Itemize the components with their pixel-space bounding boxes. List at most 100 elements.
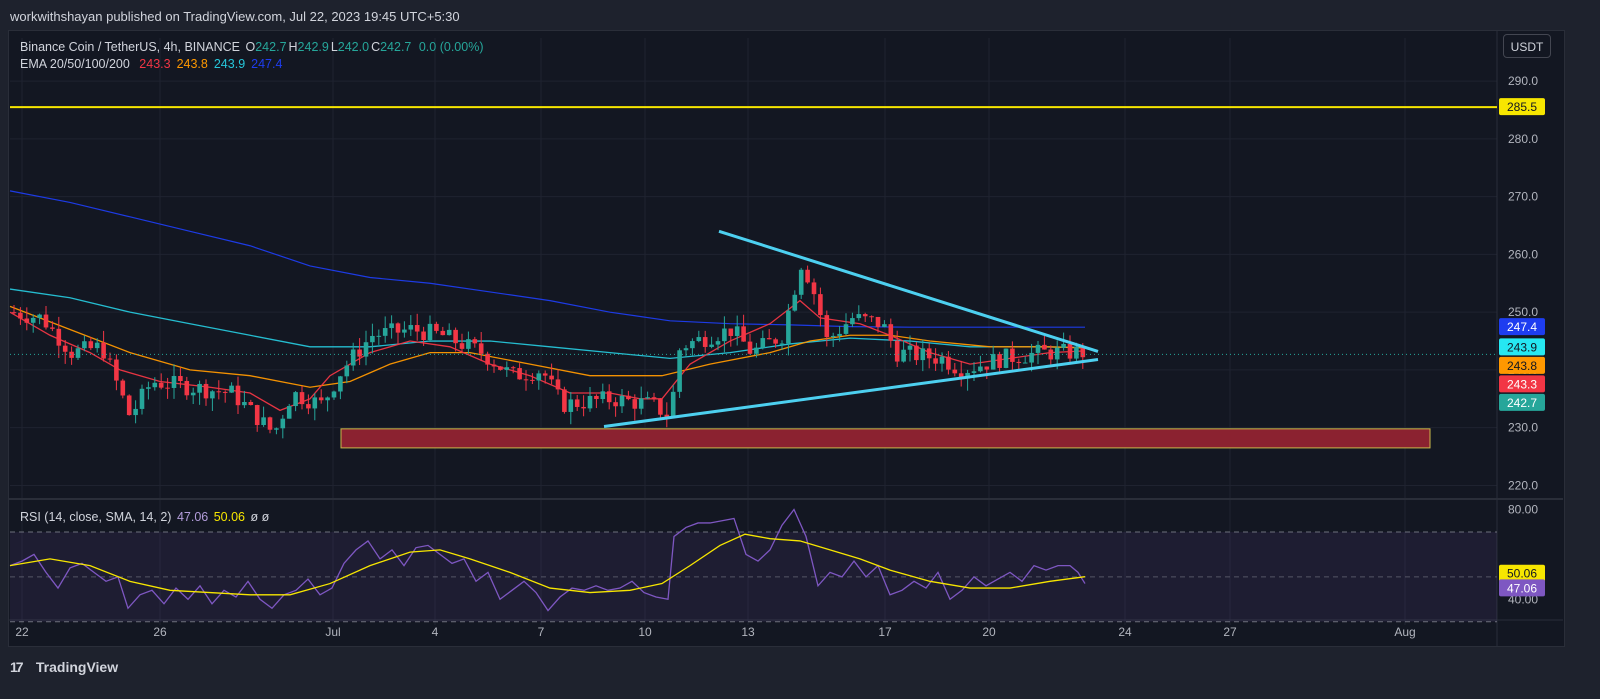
candle-up xyxy=(882,324,887,327)
candle-down xyxy=(178,375,183,382)
candle-up xyxy=(325,397,330,401)
candle-down xyxy=(952,369,958,374)
candle-down xyxy=(235,385,241,406)
price-tick-label: 250.0 xyxy=(1508,305,1538,319)
candle-down xyxy=(459,343,465,349)
candle-up xyxy=(190,392,196,396)
candle-down xyxy=(43,314,49,328)
price-tick-label: 290.0 xyxy=(1508,74,1538,88)
candle-up xyxy=(798,269,804,295)
candle-up xyxy=(709,344,714,347)
time-tick-label: 4 xyxy=(432,625,439,639)
candle-up xyxy=(344,365,350,377)
candle-up xyxy=(1074,347,1079,359)
candle-down xyxy=(766,338,772,340)
ema-value: 243.3 xyxy=(139,57,171,71)
candle-up xyxy=(722,328,727,342)
ema-legend: EMA 20/50/100/200 243.3 243.8 243.9 247.4 xyxy=(20,57,286,71)
candle-up xyxy=(856,314,862,319)
price-tick-label: 280.0 xyxy=(1508,132,1538,146)
main-legend: Binance Coin / TetherUS, 4h, BINANCE O 24… xyxy=(20,40,485,54)
candle-down xyxy=(946,356,951,370)
candle-up xyxy=(75,348,81,358)
candle-down xyxy=(184,381,190,396)
candle-up xyxy=(82,341,87,349)
price-label-text: 247.4 xyxy=(1507,320,1537,334)
published-text: workwithshayan published on TradingView.… xyxy=(10,9,460,24)
price-tick-label: 260.0 xyxy=(1508,247,1538,261)
ohlc-label: O xyxy=(245,40,256,54)
time-tick-label: 13 xyxy=(741,625,755,639)
candle-down xyxy=(69,351,74,358)
candle-up xyxy=(645,397,650,399)
candle-down xyxy=(1080,347,1086,358)
candle-up xyxy=(971,371,977,373)
candle-down xyxy=(984,366,990,370)
candle-down xyxy=(914,345,919,361)
price-label-text: 243.9 xyxy=(1507,340,1537,354)
candle-up xyxy=(338,376,343,392)
candle-up xyxy=(696,337,702,342)
candle-down xyxy=(56,328,62,346)
candle-down xyxy=(453,329,458,344)
candle-down xyxy=(530,379,535,381)
ema100-line xyxy=(9,288,1086,360)
candle-up xyxy=(350,349,356,366)
candle-up xyxy=(683,348,689,351)
candle-down xyxy=(773,339,778,344)
candle-down xyxy=(664,414,670,417)
price-label-badge xyxy=(1499,318,1545,336)
candle-up xyxy=(600,391,606,400)
time-tick-label: 20 xyxy=(982,625,996,639)
candle-down xyxy=(741,326,746,342)
candle-up xyxy=(30,317,36,323)
candle-up xyxy=(37,314,42,318)
tradingview-logo[interactable]: 17 TradingView xyxy=(10,659,118,675)
candle-down xyxy=(594,395,599,400)
candle-up xyxy=(670,391,676,417)
candle-up xyxy=(690,341,695,349)
candle-down xyxy=(165,387,170,389)
candle-down xyxy=(510,367,516,369)
ema-value: 243.9 xyxy=(213,57,246,71)
price-label-text: 243.3 xyxy=(1507,377,1537,391)
candle-up xyxy=(792,294,798,311)
candle-up xyxy=(837,333,842,336)
candle-up xyxy=(1022,362,1028,364)
currency-button[interactable]: USDT xyxy=(1503,34,1551,58)
rsi-value: 47.06 xyxy=(176,510,209,524)
ohlc-value: 242.9 xyxy=(297,40,329,54)
ema200-line xyxy=(9,190,1085,328)
rsi-sma-value: 50.06 xyxy=(213,510,245,524)
tradingview-brand: TradingView xyxy=(35,659,119,675)
ohlc-label: C xyxy=(371,40,381,54)
time-tick-label: 27 xyxy=(1223,625,1237,639)
footer-bar xyxy=(0,652,1600,699)
ohlc-label: H xyxy=(288,40,298,54)
candle-up xyxy=(754,347,759,354)
candle-down xyxy=(24,318,30,323)
ema-title[interactable]: EMA 20/50/100/200 xyxy=(20,57,130,71)
candle-down xyxy=(222,391,228,393)
symbol-title[interactable]: Binance Coin / TetherUS, 4h, BINANCE xyxy=(20,40,241,54)
candle-up xyxy=(376,335,382,337)
price-label-badge xyxy=(1499,393,1545,411)
candle-down xyxy=(203,383,209,399)
candle-up xyxy=(619,395,625,407)
candle-down xyxy=(1067,343,1073,359)
candle-up xyxy=(568,399,574,412)
ohlc-value: 242.7 xyxy=(380,40,412,54)
candle-up xyxy=(990,354,996,370)
candle-up xyxy=(1029,352,1034,363)
candle-down xyxy=(1042,344,1047,350)
candle-down xyxy=(50,327,55,329)
candle-up xyxy=(1035,344,1041,353)
support-zone xyxy=(340,428,1431,449)
candle-up xyxy=(715,341,721,345)
candle-down xyxy=(606,391,612,403)
candle-up xyxy=(1054,347,1060,360)
rsi-title[interactable]: RSI (14, close, SMA, 14, 2) xyxy=(20,510,172,524)
candle-down xyxy=(613,402,618,407)
candle-down xyxy=(549,375,554,380)
